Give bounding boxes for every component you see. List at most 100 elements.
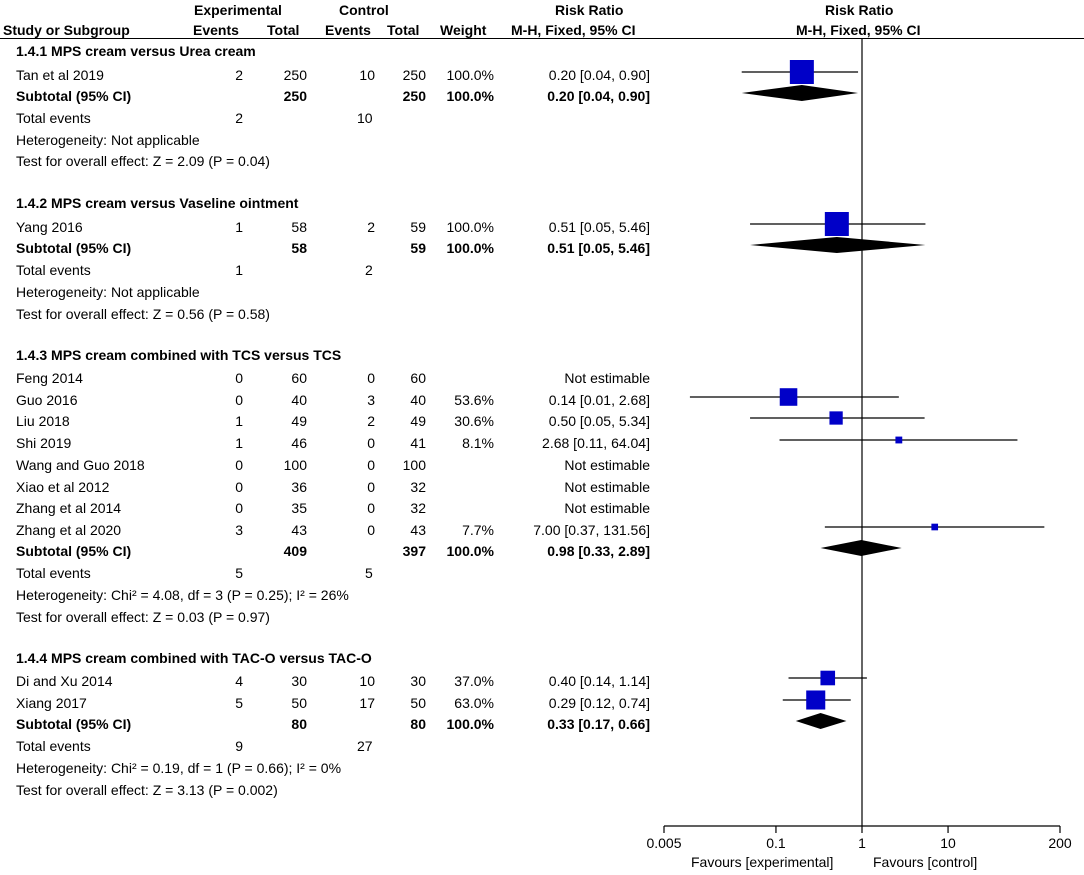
study-c-events: 0 — [367, 370, 375, 386]
subtotal-e-total: 409 — [283, 543, 307, 559]
subtotal-label: Subtotal (95% CI) — [16, 240, 132, 256]
heterogeneity: Heterogeneity: Chi² = 4.08, df = 3 (P = … — [16, 587, 349, 603]
study-e-events: 1 — [235, 413, 243, 429]
subtotal-c-total: 397 — [402, 543, 426, 559]
study-c-total: 50 — [410, 695, 426, 711]
study-name: Xiang 2017 — [16, 695, 87, 711]
subtotal-ci: 0.20 [0.04, 0.90] — [547, 88, 650, 104]
subtotal-diamond — [741, 85, 859, 101]
study-ci: 0.51 [0.05, 5.46] — [548, 219, 650, 235]
study-weight: 8.1% — [462, 435, 494, 451]
study-e-events: 0 — [235, 500, 243, 516]
axis-tick-label: 200 — [1048, 835, 1072, 851]
study-e-events: 4 — [235, 673, 243, 689]
study-c-events: 0 — [367, 479, 375, 495]
study-e-events: 5 — [235, 695, 243, 711]
study-e-events: 1 — [235, 435, 243, 451]
total-events-c: 27 — [357, 738, 373, 754]
study-name: Xiao et al 2012 — [16, 479, 110, 495]
favours-experimental-label: Favours [experimental] — [691, 854, 834, 870]
subtotal-weight: 100.0% — [446, 88, 494, 104]
study-c-total: 32 — [410, 479, 426, 495]
header-rule — [0, 38, 1084, 39]
group-title: 1.4.2 MPS cream versus Vaseline ointment — [16, 195, 299, 211]
overall-effect: Test for overall effect: Z = 0.03 (P = 0… — [16, 609, 270, 625]
subtotal-weight: 100.0% — [446, 240, 494, 256]
header-c-total: Total — [387, 22, 420, 38]
study-e-events: 3 — [235, 522, 243, 538]
group-title: 1.4.3 MPS cream combined with TCS versus… — [16, 347, 342, 363]
group-title: 1.4.4 MPS cream combined with TAC-O vers… — [16, 650, 372, 666]
study-e-total: 43 — [291, 522, 307, 538]
study-e-events: 0 — [235, 457, 243, 473]
study-c-total: 60 — [410, 370, 426, 386]
subtotal-diamond — [795, 713, 847, 729]
study-ci: 0.20 [0.04, 0.90] — [548, 67, 650, 83]
study-c-events: 0 — [367, 500, 375, 516]
study-marker — [829, 411, 843, 425]
subtotal-c-total: 250 — [402, 88, 426, 104]
study-name: Yang 2016 — [16, 219, 83, 235]
heterogeneity: Heterogeneity: Not applicable — [16, 132, 200, 148]
subtotal-weight: 100.0% — [446, 716, 494, 732]
study-e-events: 0 — [235, 370, 243, 386]
subtotal-label: Subtotal (95% CI) — [16, 88, 132, 104]
study-weight: 100.0% — [446, 219, 494, 235]
study-weight: 63.0% — [454, 695, 494, 711]
study-name: Liu 2018 — [16, 413, 70, 429]
study-c-total: 43 — [410, 522, 426, 538]
header-control: Control — [339, 2, 389, 18]
study-e-total: 40 — [291, 392, 307, 408]
study-e-total: 46 — [291, 435, 307, 451]
axis-tick-label: 0.1 — [766, 835, 786, 851]
group-title: 1.4.1 MPS cream versus Urea cream — [16, 43, 256, 59]
total-events-c: 5 — [365, 565, 373, 581]
study-c-events: 10 — [359, 673, 375, 689]
overall-effect: Test for overall effect: Z = 0.56 (P = 0… — [16, 306, 270, 322]
study-e-events: 1 — [235, 219, 243, 235]
study-e-events: 2 — [235, 67, 243, 83]
study-marker — [931, 523, 939, 531]
subtotal-e-total: 58 — [291, 240, 307, 256]
study-weight: 53.6% — [454, 392, 494, 408]
overall-effect: Test for overall effect: Z = 3.13 (P = 0… — [16, 782, 278, 798]
study-name: Zhang et al 2020 — [16, 522, 122, 538]
subtotal-ci: 0.51 [0.05, 5.46] — [547, 240, 650, 256]
study-c-total: 32 — [410, 500, 426, 516]
study-e-total: 35 — [291, 500, 307, 516]
study-weight: 37.0% — [454, 673, 494, 689]
favours-control-label: Favours [control] — [873, 854, 978, 870]
study-weight: 100.0% — [446, 67, 494, 83]
subtotal-label: Subtotal (95% CI) — [16, 716, 132, 732]
total-events-label: Total events — [16, 738, 91, 754]
study-name: Di and Xu 2014 — [16, 673, 113, 689]
total-events-c: 2 — [365, 262, 373, 278]
study-ci: Not estimable — [564, 500, 650, 516]
header-e-events: Events — [193, 22, 239, 38]
study-e-total: 58 — [291, 219, 307, 235]
axis-tick-label: 0.005 — [646, 835, 682, 851]
study-ci: 0.40 [0.14, 1.14] — [548, 673, 650, 689]
header-c-events: Events — [325, 22, 371, 38]
subtotal-e-total: 250 — [283, 88, 307, 104]
study-e-total: 50 — [291, 695, 307, 711]
study-e-events: 0 — [235, 479, 243, 495]
subtotal-c-total: 80 — [410, 716, 426, 732]
total-events-e: 9 — [235, 738, 243, 754]
heterogeneity: Heterogeneity: Not applicable — [16, 284, 200, 300]
study-name: Guo 2016 — [16, 392, 78, 408]
total-events-label: Total events — [16, 110, 91, 126]
study-e-total: 36 — [291, 479, 307, 495]
subtotal-c-total: 59 — [410, 240, 426, 256]
header-study: Study or Subgroup — [3, 22, 130, 38]
total-events-e: 2 — [235, 110, 243, 126]
subtotal-e-total: 80 — [291, 716, 307, 732]
total-events-c: 10 — [357, 110, 373, 126]
study-c-events: 3 — [367, 392, 375, 408]
subtotal-ci: 0.33 [0.17, 0.66] — [547, 716, 650, 732]
study-c-total: 100 — [402, 457, 426, 473]
subtotal-weight: 100.0% — [446, 543, 494, 559]
study-name: Feng 2014 — [16, 370, 83, 386]
study-weight: 7.7% — [462, 522, 494, 538]
